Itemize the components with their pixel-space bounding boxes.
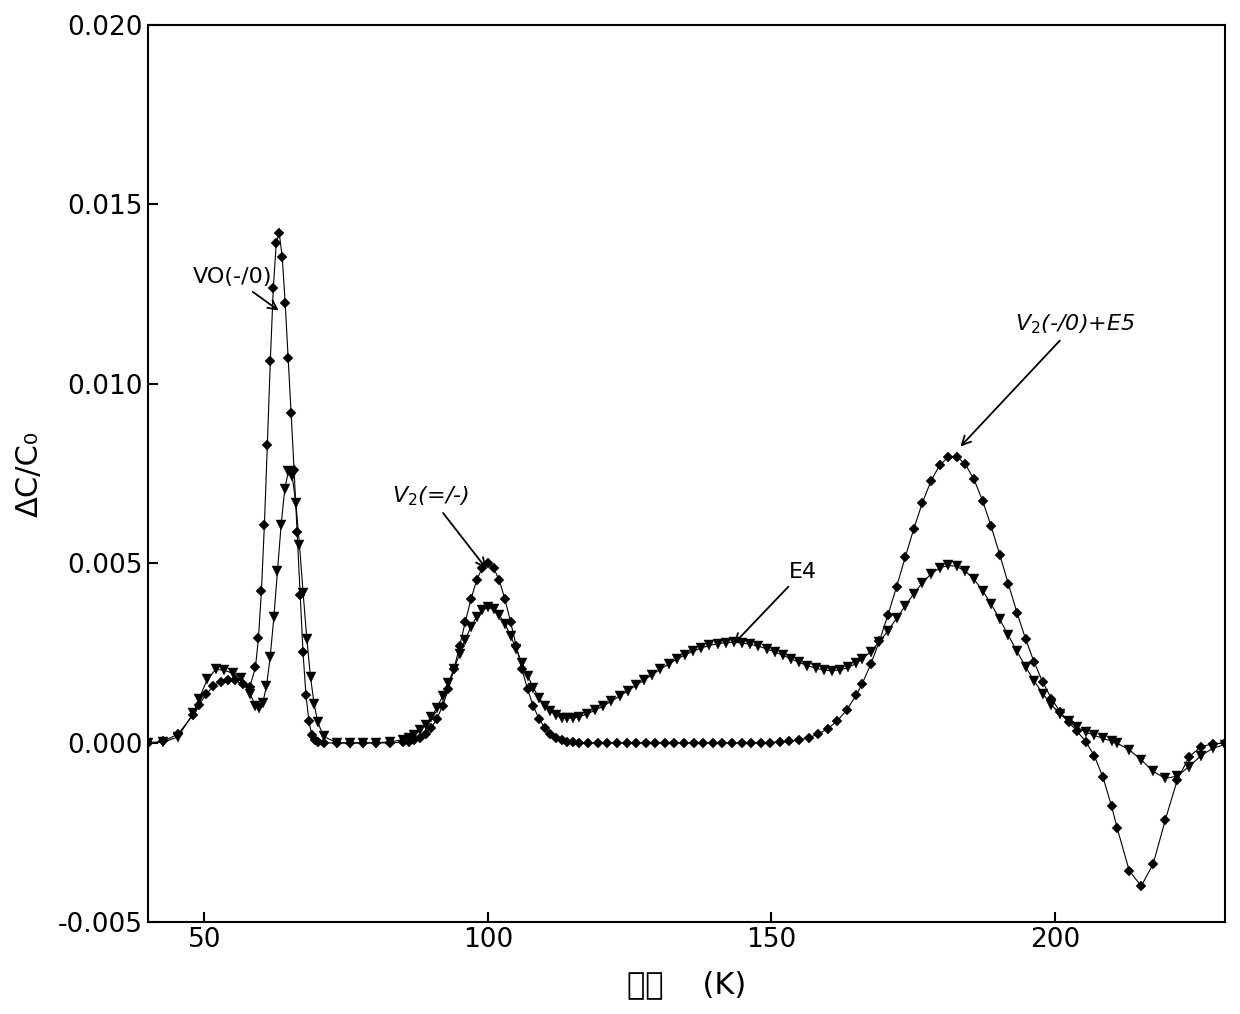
Text: E4: E4 bbox=[735, 562, 817, 643]
Text: VO(-/0): VO(-/0) bbox=[193, 268, 277, 309]
X-axis label: 温度    (K): 温度 (K) bbox=[626, 970, 746, 999]
Text: $V_2$(-/0)+E5: $V_2$(-/0)+E5 bbox=[962, 312, 1136, 445]
Text: $V_2$(=/-): $V_2$(=/-) bbox=[392, 485, 485, 567]
Y-axis label: ΔC/C₀: ΔC/C₀ bbox=[15, 431, 43, 517]
